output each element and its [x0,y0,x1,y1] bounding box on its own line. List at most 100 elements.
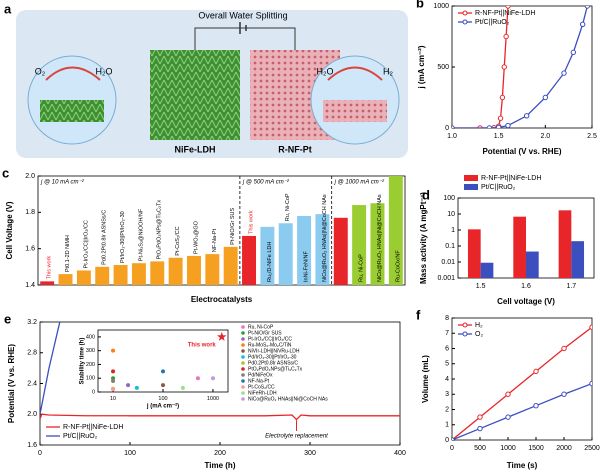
bar-label: NiCo@RuO₂ HNAs||Ni@CoCH NAs [377,194,383,282]
point [180,385,185,390]
x-tick-label: 400 [394,450,406,457]
point [477,425,483,432]
y-axis-label: Volume (mL) [421,355,430,403]
point [501,64,507,70]
point [561,391,567,397]
y-tick-label: 0 [445,125,449,132]
species: H₂O [317,66,334,76]
point [111,387,116,392]
panel-label: b [416,0,424,10]
series-line [452,326,592,440]
x-tick-label: 0 [38,450,42,457]
bar-label: Pt-WO₃@GO [193,220,199,254]
legend-label: Pd/NiFeOx [248,372,273,378]
x-tick-label: 500 [474,445,486,452]
x-tick-label: 10 [110,396,116,402]
bar [278,223,293,285]
legend-label: Pt-NiO/Gr SUS [248,330,282,336]
point [505,391,511,397]
point [570,49,577,56]
species: H₂O [96,66,113,76]
legend-marker [241,355,245,359]
panel-label: c [2,165,9,180]
anode [150,50,240,140]
legend-label: H₂ [475,322,483,329]
legend-swatch [464,175,478,181]
y-tick-label: 2.8 [27,350,37,357]
legend-marker [462,10,468,16]
bar-label: This work [248,210,254,234]
cathode-label: R-NF-Pt [278,144,312,154]
legend-marker [241,349,245,353]
point [579,21,586,27]
legend-marker [241,325,245,329]
point [523,113,530,119]
y-tick-label: 1.4 [25,282,35,289]
species: O₂ [35,66,46,76]
point [210,376,215,381]
point [111,376,116,381]
y-tick-label: 1.6 [25,246,35,253]
point [505,122,511,128]
legend-label: Pt-IrO₂/CC||IrO₂/CC [248,336,292,342]
plot-frame [451,317,593,441]
panel-label: d [422,187,430,202]
y-tick-label: 0 [92,389,95,395]
y-tick-label: 8 [445,315,449,322]
legend-label: Pt/C||RuO₂ [481,184,516,191]
arrow [45,66,101,81]
y-tick-label: 7 [445,330,449,337]
bar-label: Ru, Ni-CoP [359,254,365,282]
legend-label: Pt/C||RuO₂ [475,19,510,26]
y-axis-label: Stability time (h) [80,338,86,385]
point [499,94,506,101]
bar [571,241,585,278]
legend-label: Pt/C||RuO₂ [63,433,98,440]
legend-marker [462,331,468,337]
x-tick-label: 1.5 [494,133,504,140]
point [452,125,455,128]
panel-label: e [4,311,11,326]
bar [58,274,73,285]
legend-marker [241,361,245,365]
series-line [40,413,400,421]
point [542,94,549,101]
bar [513,216,526,278]
x-tick-label: 2500 [584,445,600,452]
bar [76,270,91,285]
bar [113,265,128,285]
point [505,414,511,420]
series-line [452,382,592,440]
legend-marker [241,331,245,335]
legend-marker [241,397,245,401]
y-tick-label: 2 [445,406,449,413]
legend-label: Ru-MoS₂-Mo₂C/TiN [248,342,292,348]
plot-frame [451,5,593,129]
y-tick-label: 1 [445,422,449,429]
point [477,414,483,420]
arrow [327,66,383,81]
bar-label: Ru, Ni-CoP [285,193,291,221]
legend-label: Ru, Ni-CoP [248,324,274,330]
series-line [452,6,588,128]
point [217,331,227,341]
legend-marker [241,391,245,395]
bar-label: Pt-NiO/Gr SUS [230,208,236,245]
annotation: Electrolyte replacement [265,434,328,440]
group-label: j @ 10 mA cm⁻² [40,180,85,186]
legend-marker [241,337,245,341]
panel: b 0 500 1000 1.0 1.5 2.0 2.5 Potential (V vs. RH… [416,0,597,156]
x-axis-label: Electrocatalysts [191,295,253,304]
y-tick-label: 100 [443,195,455,202]
x-tick-label: 2.0 [540,133,550,140]
point [495,124,502,128]
legend-label: Pd0.2Pt0.8Ir ASNSs/C [248,360,298,366]
y-axis-label: Potential (V vs. RHE) [7,344,16,423]
x-tick-label: 300 [304,450,316,457]
bar [315,214,330,285]
point [452,437,455,440]
y-tick-label: 200 [86,362,95,368]
bar [95,266,110,285]
bar [297,215,312,285]
